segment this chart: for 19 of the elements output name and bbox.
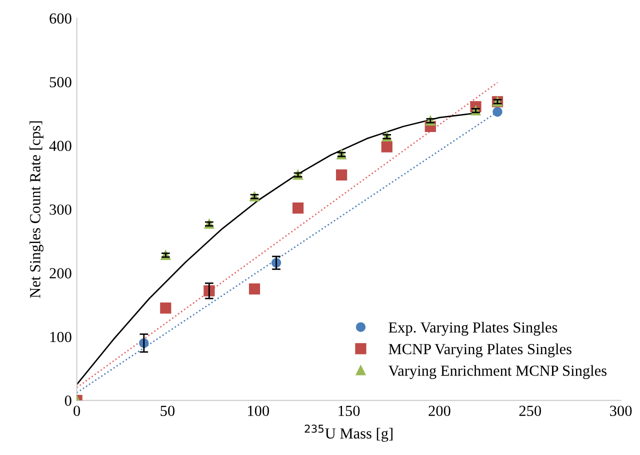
y-tick-label: 0 [64, 396, 72, 406]
legend-label: Varying Enrichment MCNP Singles [388, 365, 606, 380]
y-tick-label: 400 [49, 140, 72, 152]
legend-label: MCNP Varying Plates Singles [388, 343, 572, 358]
x-tick-label: 0 [74, 406, 80, 416]
x-tick-label: 200 [428, 406, 450, 416]
y-tick-label: 500 [50, 77, 72, 88]
y-tick-label: 200 [50, 268, 72, 278]
legend-label: Exp. Varying Plates Singles [388, 322, 558, 336]
y-tick-label: 300 [50, 204, 72, 215]
x-tick-label: 250 [519, 406, 542, 416]
x-tick-label: 300 [610, 406, 632, 416]
y-tick-label: 600 [50, 13, 72, 24]
x-tick-label: 50 [160, 406, 175, 416]
y-tick-label: 100 [50, 332, 72, 342]
y-axis-title: Net Singles Count Rate [cps] [30, 121, 44, 298]
x-tick-label: 150 [338, 406, 360, 416]
x-axis-title: $^{235}$U Mass [g] [304, 424, 392, 442]
x-tick-label: 100 [248, 406, 270, 416]
